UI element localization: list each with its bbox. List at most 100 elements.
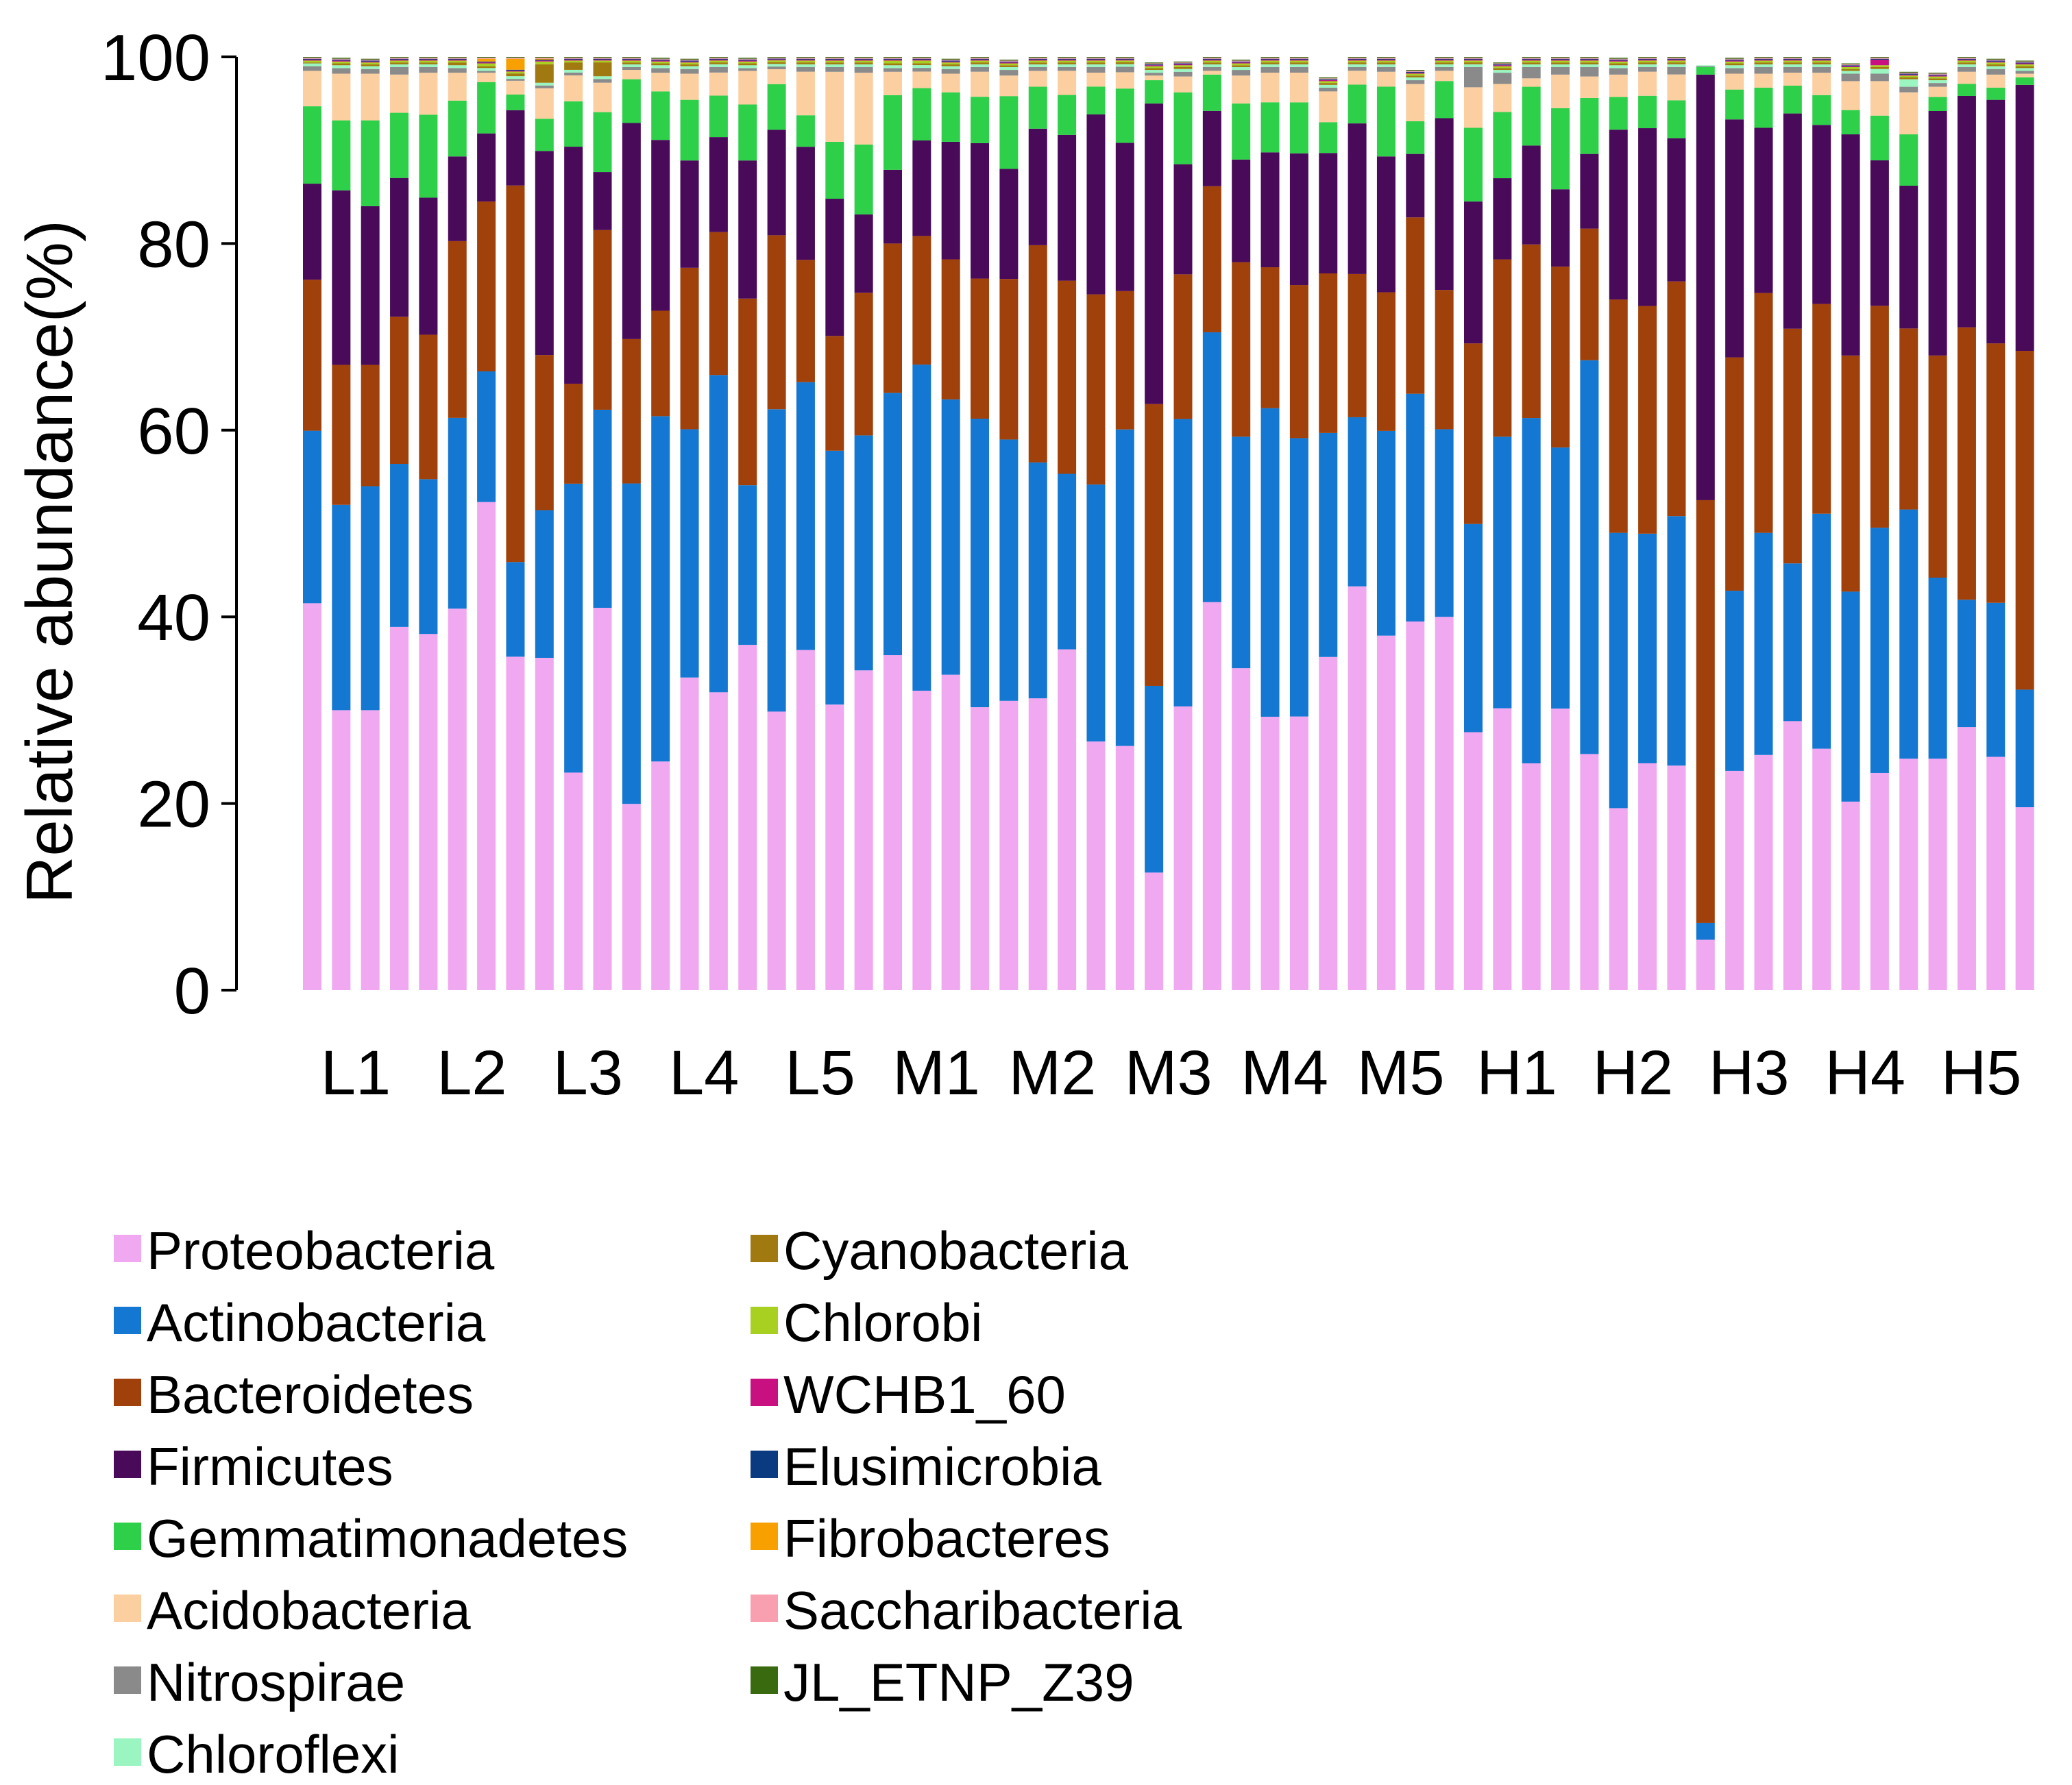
bar-segment-actinobacteria-30 (1145, 685, 1164, 873)
bar-segment-firmicutes-50 (1725, 119, 1744, 358)
x-group-label-m1: M1 (892, 1038, 980, 1108)
bar-segment-gemmatimonadetes-13 (651, 91, 670, 140)
bar-segment-proteobacteria-8 (506, 656, 525, 990)
bar-segment-nitrospirae-47 (1638, 66, 1657, 72)
bar-segment-cyanobacteria-13 (651, 63, 670, 66)
bar-segment-bacteroidetes-46 (1609, 299, 1628, 533)
bar-segment-nitrospirae-42 (1493, 73, 1512, 84)
x-group-label-h1: H1 (1476, 1038, 1557, 1108)
x-group-label-l4: L4 (669, 1038, 739, 1108)
bar-segment-proteobacteria-27 (1058, 649, 1077, 990)
bar-segment-chlorobi-11 (593, 60, 612, 63)
bar-segment-gemmatimonadetes-41 (1464, 127, 1483, 202)
bar-segment-firmicutes-9 (535, 151, 554, 356)
bar-segment-nitrospirae-43 (1522, 66, 1541, 79)
bar-segment-acidobacteria-41 (1464, 87, 1483, 128)
bar-segment-bacteroidetes-51 (1754, 293, 1773, 533)
bar-segment-wchb1-60-2 (332, 60, 351, 62)
bar-segment-chlorobi-26 (1028, 60, 1047, 63)
bar-segment-gemmatimonadetes-43 (1522, 86, 1541, 146)
bar-segment-elusimicrobia-29 (1115, 58, 1134, 60)
bar-segment-nitrospirae-38 (1376, 66, 1395, 72)
bar-segment-acidobacteria-17 (767, 69, 786, 84)
bar-segment-gemmatimonadetes-18 (796, 115, 815, 147)
bar-segment-firmicutes-40 (1435, 118, 1454, 291)
bar-segment-bacteroidetes-10 (564, 383, 583, 484)
legend-label-acidobacteria: Acidobacteria (147, 1580, 471, 1640)
bar-segment-nitrospirae-34 (1260, 66, 1280, 73)
bar-segment-acidobacteria-4 (390, 74, 409, 113)
bar-segment-bacteroidetes-55 (1870, 306, 1889, 528)
bar-segment-chlorobi-52 (1783, 60, 1802, 63)
bar-segment-acidobacteria-28 (1086, 73, 1106, 87)
bar-segment-nitrospirae-12 (622, 66, 641, 71)
bar-segment-firmicutes-10 (564, 147, 583, 384)
bar-segment-chloroflexi-36 (1319, 84, 1338, 88)
bar-segment-cyanobacteria-1 (303, 62, 321, 64)
bar-segment-chlorobi-34 (1260, 60, 1280, 63)
bar-segment-acidobacteria-2 (332, 73, 351, 121)
bar-segment-proteobacteria-4 (390, 626, 409, 990)
bar-segment-gemmatimonadetes-38 (1376, 86, 1395, 157)
bar-segment-actinobacteria-11 (593, 409, 612, 608)
bar-segment-cyanobacteria-45 (1580, 62, 1599, 64)
x-group-label-h2: H2 (1593, 1038, 1674, 1108)
bar-segment-bacteroidetes-40 (1435, 290, 1454, 430)
bar-segment-jl-etnp-z39-32 (1202, 57, 1221, 58)
bar-segment-cyanobacteria-39 (1406, 75, 1425, 77)
bar-segment-bacteroidetes-59 (1986, 343, 2006, 603)
bar-segment-nitrospirae-51 (1754, 66, 1773, 74)
bar-segment-chloroflexi-9 (535, 82, 554, 86)
bar-segment-jl-etnp-z39-12 (622, 57, 641, 58)
legend-label-proteobacteria: Proteobacteria (147, 1220, 495, 1281)
bar-segment-chloroflexi-33 (1232, 66, 1251, 71)
bar-segment-gemmatimonadetes-15 (709, 95, 728, 138)
bar-segment-cyanobacteria-14 (680, 64, 699, 66)
bar-segment-nitrospirae-23 (941, 69, 960, 74)
bar-segment-actinobacteria-34 (1260, 408, 1280, 717)
bar-segment-nitrospirae-48 (1667, 66, 1686, 75)
bar-segment-jl-etnp-z39-30 (1145, 62, 1164, 64)
x-group-label-h5: H5 (1941, 1038, 2022, 1108)
bar-segment-chlorobi-57 (1928, 76, 1947, 79)
bar-segment-nitrospirae-8 (506, 79, 525, 81)
bar-segment-jl-etnp-z39-42 (1493, 62, 1512, 64)
bar-segment-firmicutes-34 (1260, 152, 1280, 268)
bar-segment-firmicutes-30 (1145, 103, 1164, 404)
bar-segment-proteobacteria-56 (1899, 759, 1918, 990)
bar-segment-nitrospirae-50 (1725, 68, 1744, 74)
bar-segment-nitrospirae-45 (1580, 66, 1599, 77)
bar-segment-chloroflexi-17 (767, 64, 786, 67)
bar-segment-proteobacteria-28 (1086, 741, 1106, 990)
bar-segment-nitrospirae-36 (1319, 87, 1338, 92)
bar-segment-elusimicrobia-14 (680, 60, 699, 62)
bar-segment-chlorobi-23 (941, 62, 960, 64)
bar-segment-jl-etnp-z39-4 (390, 57, 409, 58)
bar-segment-gemmatimonadetes-60 (2015, 77, 2034, 85)
bar-segment-proteobacteria-22 (912, 690, 931, 990)
bar-segment-chloroflexi-16 (738, 65, 757, 69)
bar-segment-proteobacteria-37 (1348, 586, 1367, 990)
bar-segment-bacteroidetes-50 (1725, 357, 1744, 591)
bar-segment-chlorobi-60 (2015, 64, 2034, 66)
bar-segment-gemmatimonadetes-20 (854, 144, 873, 214)
bar-segment-proteobacteria-53 (1812, 748, 1831, 990)
bar-segment-elusimicrobia-43 (1522, 58, 1541, 60)
bar-segment-actinobacteria-39 (1406, 393, 1425, 622)
bar-segment-wchb1-60-9 (535, 60, 554, 62)
bar-segment-gemmatimonadetes-49 (1696, 66, 1715, 75)
bar-segment-proteobacteria-54 (1841, 801, 1860, 990)
bar-segment-gemmatimonadetes-33 (1232, 103, 1251, 160)
bar-segment-acidobacteria-58 (1957, 71, 1976, 84)
bar-segment-firmicutes-47 (1638, 128, 1657, 306)
bar-segment-chloroflexi-57 (1928, 80, 1947, 84)
x-group-label-l3: L3 (553, 1038, 623, 1108)
bar-segment-chloroflexi-42 (1493, 70, 1512, 73)
bar-segment-chlorobi-48 (1667, 60, 1686, 63)
bar-segment-firmicutes-23 (941, 141, 960, 260)
bar-segment-nitrospirae-39 (1406, 80, 1425, 84)
bar-segment-cyanobacteria-10 (564, 62, 583, 70)
bar-segment-cyanobacteria-22 (912, 63, 931, 66)
bar-segment-cyanobacteria-3 (361, 64, 380, 66)
bar-segment-elusimicrobia-58 (1957, 58, 1976, 60)
